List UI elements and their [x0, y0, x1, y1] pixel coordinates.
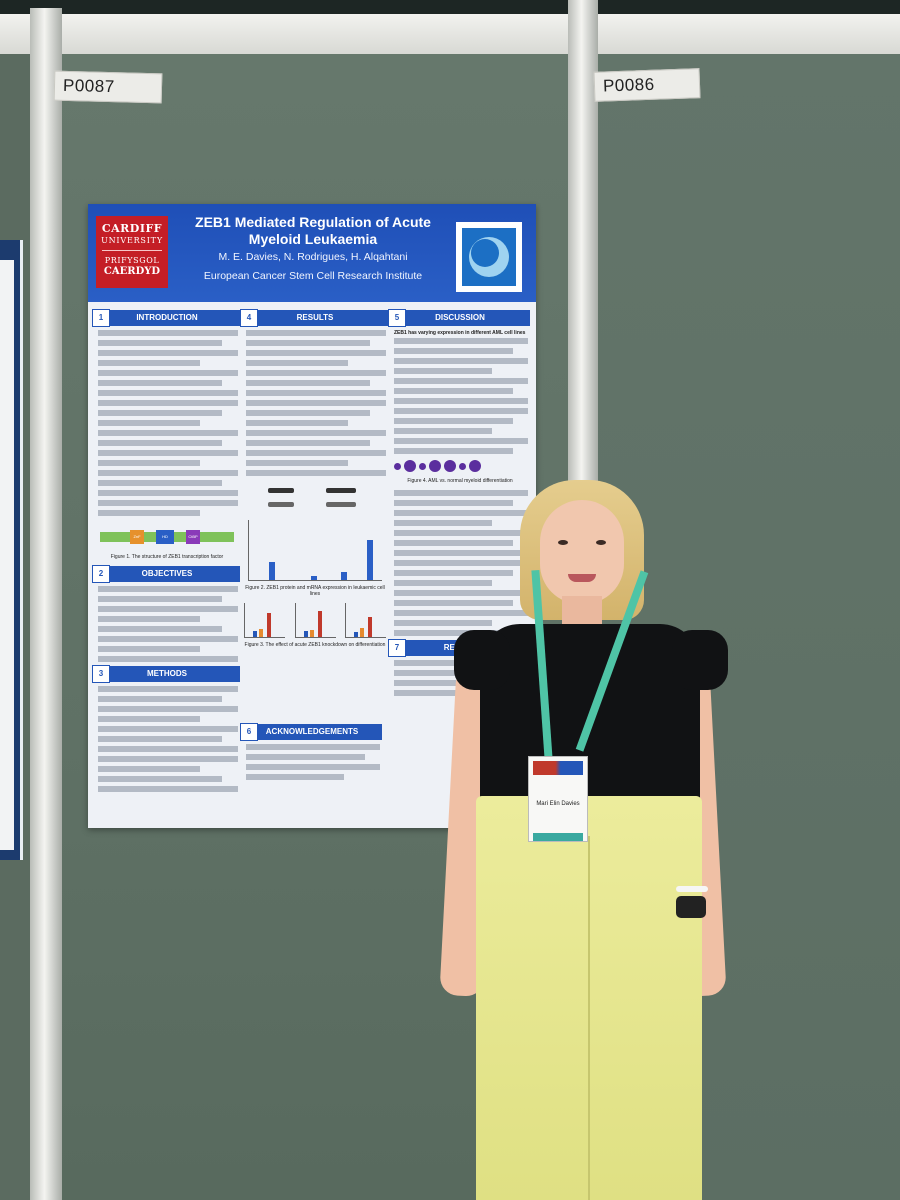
board-number-tag: P0086	[593, 68, 701, 102]
section-heading: 6 ACKNOWLEDGEMENTS	[240, 723, 382, 741]
poster-column-2: 4 RESULTS Figure 2. ZEB1 protein and mRNA…	[240, 309, 388, 654]
smartwatch	[676, 896, 706, 918]
figure-caption: Figure 1. The structure of ZEB1 transcri…	[110, 554, 224, 560]
face	[540, 500, 624, 604]
western-blot-figure	[246, 480, 384, 516]
board-number-tag: P0087	[53, 70, 163, 104]
section-heading: 4 RESULTS	[240, 309, 388, 327]
figure-caption: Figure 3. The effect of acute ZEB1 knock…	[244, 642, 386, 648]
discussion-subheading: ZEB1 has varying expression in different…	[394, 330, 526, 336]
zeb1-domain: ZnF	[130, 530, 144, 544]
figure-caption: Figure 2. ZEB1 protein and mRNA expressi…	[245, 585, 385, 597]
section-heading: 5 DISCUSSION	[388, 309, 530, 327]
poster-column-1: 1 INTRODUCTION ZnF HD CtBP Figure 1. The st…	[92, 309, 240, 796]
poster-authors: M. E. Davies, N. Rodrigues, H. Alqahtani	[218, 251, 408, 263]
section-heading: 1 INTRODUCTION	[92, 309, 240, 327]
top-rail	[0, 14, 900, 56]
acknowledgements-section: 6 ACKNOWLEDGEMENTS	[240, 723, 382, 784]
yellow-trousers	[476, 796, 702, 1200]
badge-name: Mari Elin Davies	[536, 801, 580, 807]
poster-institute: European Cancer Stem Cell Research Insti…	[203, 270, 423, 282]
board-pole-left	[30, 8, 62, 1200]
presenter-person: Mari Elin Davies	[439, 480, 740, 1200]
knockdown-charts	[244, 603, 386, 638]
cardiff-university-logo: CARDIFF UNIVERSITY PRIFYSGOL CAERDYD	[96, 216, 168, 288]
zeb1-structure-diagram: ZnF HD CtBP	[100, 520, 234, 550]
zeb1-domain: CtBP	[186, 530, 200, 544]
figure-caption: Figure 4. AML vs. normal myeloid differe…	[407, 478, 513, 484]
section-heading: 2 OBJECTIVES	[92, 565, 240, 583]
differentiation-diagram	[394, 460, 526, 472]
zeb1-domain: HD	[156, 530, 174, 544]
conference-badge: Mari Elin Davies	[528, 756, 588, 842]
poster-title: ZEB1 Mediated Regulation of Acute Myeloi…	[195, 214, 431, 247]
neighbor-poster-edge	[0, 240, 23, 860]
mrna-bar-chart	[248, 520, 382, 581]
poster-header: CARDIFF UNIVERSITY PRIFYSGOL CAERDYD ZEB…	[88, 204, 536, 302]
institute-logo	[456, 222, 522, 292]
section-heading: 3 METHODS	[92, 665, 240, 683]
bracelet	[676, 886, 708, 892]
